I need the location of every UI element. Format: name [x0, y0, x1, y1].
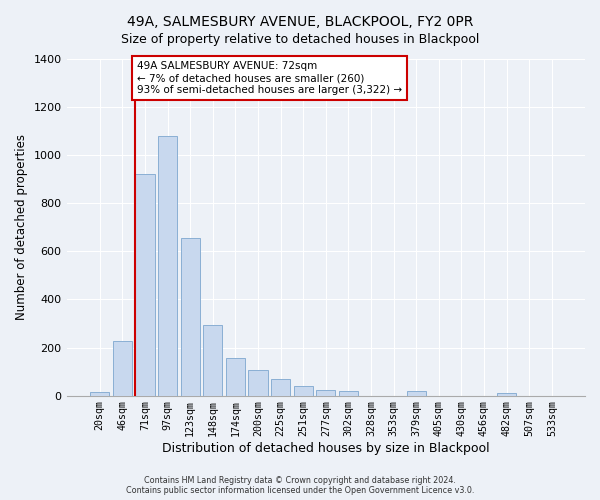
Bar: [339, 391, 358, 396]
Bar: [271, 379, 290, 396]
Bar: [90, 392, 109, 396]
Text: 49A SALMESBURY AVENUE: 72sqm
← 7% of detached houses are smaller (260)
93% of se: 49A SALMESBURY AVENUE: 72sqm ← 7% of det…: [137, 62, 402, 94]
Text: Contains HM Land Registry data © Crown copyright and database right 2024.
Contai: Contains HM Land Registry data © Crown c…: [126, 476, 474, 495]
Bar: [181, 238, 200, 396]
Bar: [158, 136, 177, 396]
Bar: [226, 358, 245, 396]
Bar: [113, 341, 132, 396]
Bar: [248, 370, 268, 396]
Bar: [316, 390, 335, 396]
Bar: [407, 392, 426, 396]
Bar: [203, 325, 223, 396]
X-axis label: Distribution of detached houses by size in Blackpool: Distribution of detached houses by size …: [162, 442, 490, 455]
Bar: [497, 392, 516, 396]
Text: Size of property relative to detached houses in Blackpool: Size of property relative to detached ho…: [121, 32, 479, 46]
Text: 49A, SALMESBURY AVENUE, BLACKPOOL, FY2 0PR: 49A, SALMESBURY AVENUE, BLACKPOOL, FY2 0…: [127, 15, 473, 29]
Y-axis label: Number of detached properties: Number of detached properties: [15, 134, 28, 320]
Bar: [293, 386, 313, 396]
Bar: [136, 174, 155, 396]
